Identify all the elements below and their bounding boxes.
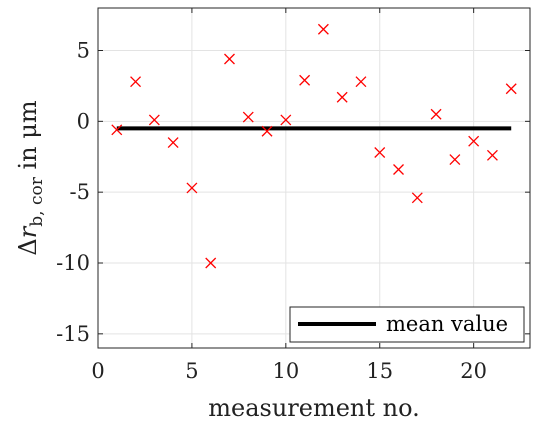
data-point-stroke <box>186 182 198 194</box>
x-tick-label: 20 <box>460 359 487 383</box>
data-point <box>355 76 367 88</box>
data-point-stroke <box>224 53 235 65</box>
plot-frame <box>97 7 531 349</box>
data-point-stroke <box>336 91 348 103</box>
data-point <box>449 154 461 166</box>
x-tick-label: 0 <box>91 359 104 383</box>
data-point-stroke <box>148 114 160 126</box>
data-point-stroke <box>130 76 142 88</box>
data-point-stroke <box>486 149 498 161</box>
data-point-stroke <box>205 257 217 269</box>
data-point-stroke <box>111 124 123 136</box>
x-tick-label: 5 <box>185 359 198 383</box>
y-axis-title-prefix: Δ <box>14 238 42 255</box>
data-point-stroke <box>167 137 179 149</box>
data-point-stroke <box>449 154 461 166</box>
data-point-stroke <box>242 111 254 123</box>
x-tick-label: 15 <box>366 359 393 383</box>
legend-label-mean: mean value <box>386 312 508 336</box>
data-point <box>111 124 123 136</box>
ticks <box>97 8 530 348</box>
data-point <box>505 83 517 95</box>
data-point <box>430 108 442 120</box>
data-point <box>317 23 329 35</box>
y-tick-label: -10 <box>56 251 90 275</box>
data-point <box>468 135 480 147</box>
data-point-stroke <box>317 23 329 35</box>
data-point <box>261 125 273 137</box>
data-point <box>242 111 254 123</box>
plot-area <box>98 8 530 348</box>
data-point <box>393 164 404 175</box>
data-point <box>130 76 142 88</box>
y-axis-title: Δrb, cor in μm <box>14 100 47 255</box>
y-axis-title-suffix: in μm <box>14 100 42 177</box>
data-point-stroke <box>280 114 292 126</box>
data-point-stroke <box>411 192 423 204</box>
y-tick-label: 5 <box>77 39 90 63</box>
x-axis-title: measurement no. <box>208 394 420 422</box>
data-point-stroke <box>299 74 311 86</box>
y-tick-label: 0 <box>77 109 90 133</box>
data-point <box>205 257 217 269</box>
data-point <box>148 114 160 126</box>
data-point <box>280 114 292 126</box>
y-axis-title-subscript: b, cor <box>27 176 47 226</box>
data-point <box>486 149 498 161</box>
y-tick-label: -5 <box>70 180 90 204</box>
y-axis-title-symbol: r <box>14 225 42 238</box>
data-point <box>186 182 198 194</box>
data-point-stroke <box>374 147 386 158</box>
data-point-stroke <box>393 164 404 175</box>
data-point <box>299 74 311 86</box>
legend: mean value <box>289 306 525 343</box>
data-point-stroke <box>468 135 480 147</box>
y-tick-label: -15 <box>56 322 90 346</box>
data-point <box>167 137 179 149</box>
data-point <box>374 147 386 158</box>
data-point <box>336 91 348 103</box>
data-point-stroke <box>261 125 273 137</box>
data-point-stroke <box>430 108 442 120</box>
data-point <box>411 192 423 204</box>
data-points-layer <box>111 23 517 269</box>
data-point <box>224 53 235 65</box>
x-tick-label: 10 <box>272 359 299 383</box>
data-point-stroke <box>355 76 367 88</box>
data-point-stroke <box>505 83 517 95</box>
tick-labels: 0 5 10 15 20 5 0 -5 -10 -15 <box>56 39 487 384</box>
